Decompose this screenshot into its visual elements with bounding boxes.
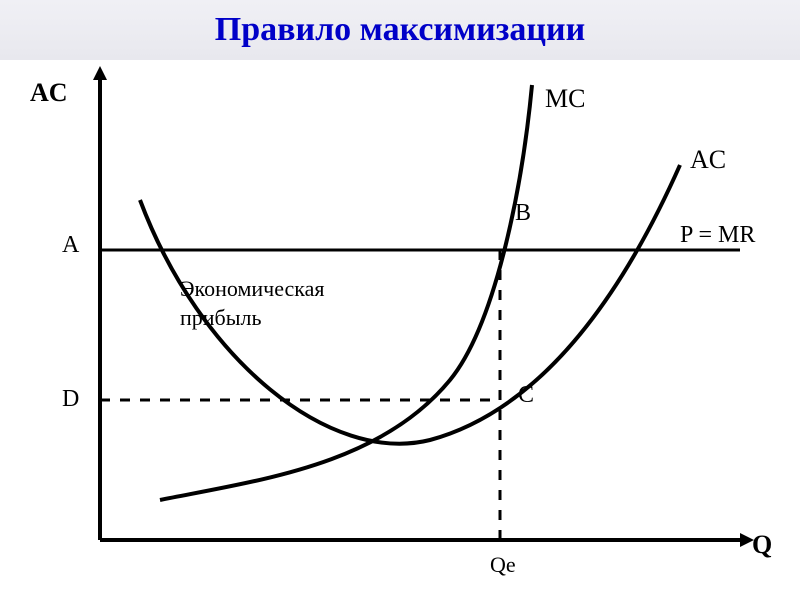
chart-area: AC Q P = MR MC AC A D B C Qe Экономическ… [0, 60, 800, 600]
price-line-label: P = MR [680, 222, 755, 249]
profit-label-line2: прибыль [180, 304, 325, 333]
x-axis-label: Q [752, 530, 772, 560]
point-D-label: D [62, 386, 79, 413]
mc-curve-label: MC [545, 84, 585, 114]
chart-svg [0, 60, 800, 600]
title-band: Правило максимизации [0, 0, 800, 60]
point-B-label: B [515, 200, 531, 227]
y-axis-label: AC [30, 78, 68, 108]
qe-label: Qe [490, 552, 516, 578]
ac-curve-label: AC [690, 145, 726, 175]
point-C-label: C [518, 382, 534, 409]
y-axis-arrow-icon [93, 66, 107, 80]
profit-label-line1: Экономическая [180, 275, 325, 304]
page-title: Правило максимизации [215, 11, 585, 49]
point-A-label: A [62, 232, 79, 259]
profit-label: Экономическая прибыль [180, 275, 325, 332]
